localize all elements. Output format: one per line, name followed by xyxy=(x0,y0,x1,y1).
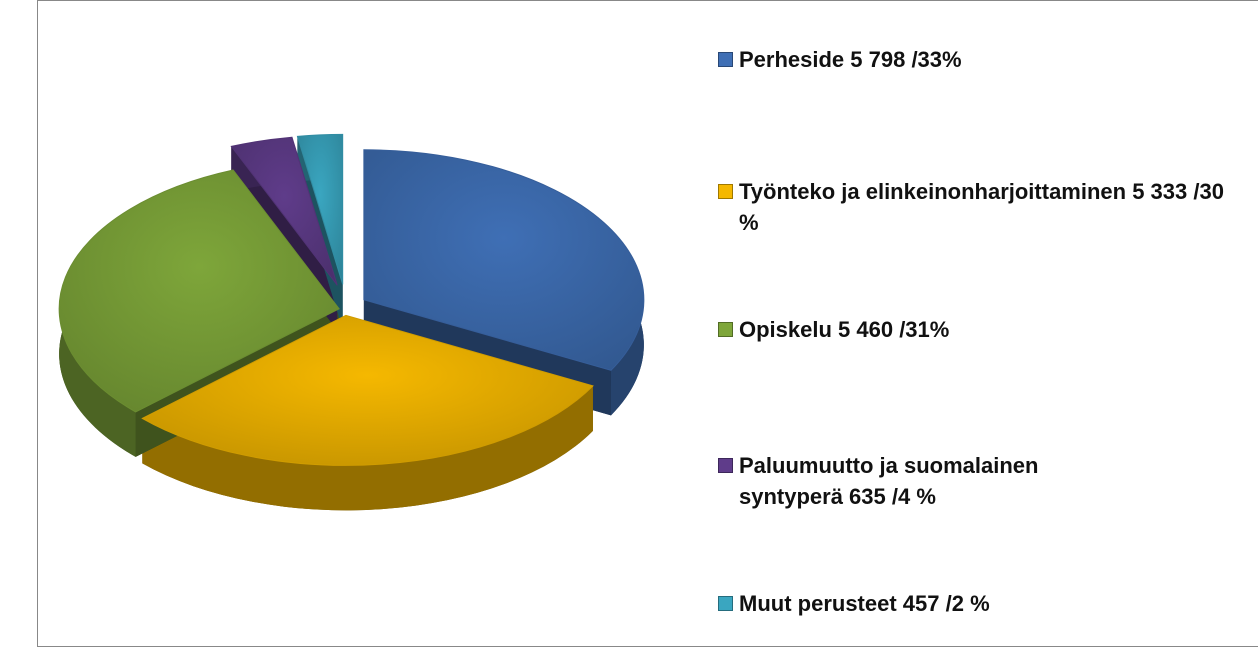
legend-item: Työnteko ja elinkeinonharjoittaminen 5 3… xyxy=(718,176,1248,238)
legend-label: Perheside 5 798 /33% xyxy=(739,47,962,72)
legend-item: Muut perusteet 457 /2 % xyxy=(718,588,1238,619)
legend-label: Työnteko ja elinkeinonharjoittaminen 5 3… xyxy=(739,179,1224,235)
legend-label: Muut perusteet 457 /2 % xyxy=(739,591,990,616)
slice xyxy=(58,169,340,413)
legend-label: Opiskelu 5 460 /31% xyxy=(739,317,950,342)
legend-swatch xyxy=(718,322,733,337)
slice xyxy=(296,133,344,285)
slice xyxy=(363,149,645,371)
slice-side xyxy=(142,385,593,511)
slice xyxy=(230,136,338,286)
frame xyxy=(37,0,1258,647)
legend-item: Opiskelu 5 460 /31% xyxy=(718,314,1238,345)
legend-swatch xyxy=(718,458,733,473)
legend-item: Perheside 5 798 /33% xyxy=(718,44,1238,75)
legend-swatch xyxy=(718,596,733,611)
slice xyxy=(141,314,594,466)
legend-swatch xyxy=(718,52,733,67)
pie-chart xyxy=(58,133,645,511)
legend-label: Paluumuutto ja suomalainen syntyperä 635… xyxy=(739,453,1039,509)
legend-item: Paluumuutto ja suomalainen syntyperä 635… xyxy=(718,450,1058,512)
legend-swatch xyxy=(718,184,733,199)
